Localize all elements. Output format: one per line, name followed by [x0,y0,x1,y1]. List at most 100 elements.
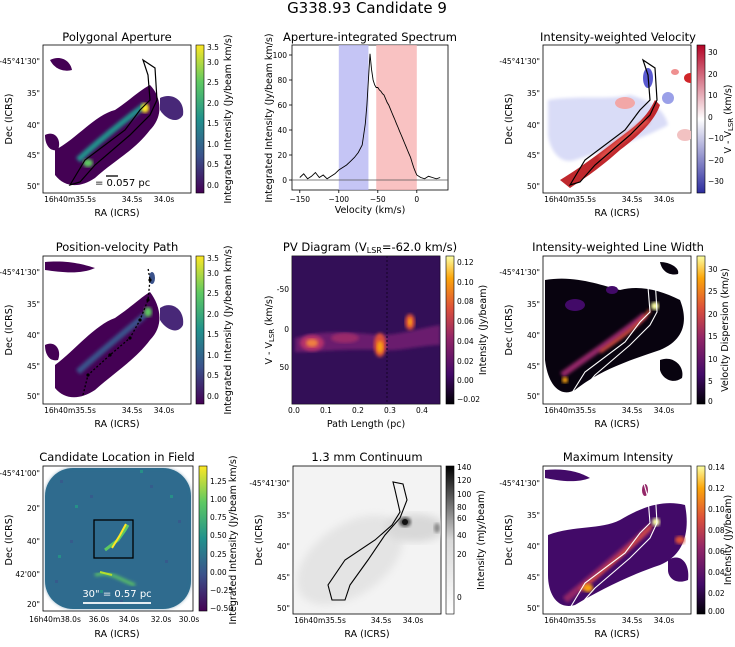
y-ticks: -45°41'30" 35" 40" 45" 50" [0,268,40,401]
y-ticks: -50 0 50 [277,285,289,372]
y-ticks: 0 20 40 60 80 100 [273,51,292,185]
y-tick-label: 35" [527,300,540,309]
x-tick-label: 30.0s [179,615,200,624]
x-tick-label: 32.0s [151,615,172,624]
colorbar-label: Velocity Dispersion (km/s) [720,268,731,392]
x-tick-label: 0.0 [288,406,300,415]
y-tick-label: 0 [282,176,287,185]
panel-title: Intensity-weighted Line Width [532,240,704,254]
cbar-tick-label: −0.50 [210,604,233,613]
cbar-tick-label: 40 [457,531,467,540]
panel-pv-diagram: PV Diagram (VLSR=-62.0 km/s) -50 0 50 0.… [264,240,489,430]
cbar-tick-label: 0.06 [708,547,725,556]
colorbar [696,465,706,615]
colorbar-ticks: 0.0 0.5 1.0 1.5 2.0 2.5 3.0 3.5 [207,43,219,190]
cbar-tick-label: −10 [708,134,724,143]
cbar-tick-label: 100 [457,490,472,499]
x-tick-label: 34.5s [122,406,143,415]
cbar-tick-label: 15 [708,332,718,341]
cbar-tick-label: 0.10 [708,505,725,514]
y-tick-label: 100 [273,51,288,60]
y-tick-label: 80 [277,76,287,85]
x-axis-label: RA (ICRS) [344,629,389,640]
y-tick-label: 35" [27,89,40,98]
y-tick-label: 40" [27,331,40,340]
y-tick-label: 50" [527,392,540,401]
cbar-tick-label: 3.5 [207,43,219,52]
cbar-tick-label: 0.50 [210,531,227,540]
panel-line-width: Intensity-weighted Line Width -45°41'30"… [499,240,731,430]
velocity-bands [338,45,417,190]
y-axis-label: Dec (ICRS) [4,305,15,356]
cbar-tick-label: 0.04 [708,568,725,577]
cbar-tick-label: 0.10 [457,278,474,287]
colorbar-ticks: 0.14 0.12 0.10 0.08 0.06 0.04 0.02 0.00 [708,463,725,616]
cbar-tick-label: 0.14 [708,463,725,472]
y-tick-label: 35" [527,511,540,520]
max-intensity-map [545,469,689,609]
y-axis-label: Dec (ICRS) [4,94,15,145]
cbar-tick-label: 1.00 [210,495,227,504]
x-tick-label: 16h40m35.5s [294,616,346,625]
panel-velocity: Intensity-weighted Velocity -45°41'30" 3… [499,30,735,219]
y-tick-label: -45°41'30" [499,268,540,277]
cbar-tick-label: 0.5 [207,160,219,169]
y-tick-label: 45" [527,573,540,582]
cbar-tick-label: 20 [708,70,718,79]
x-tick-label: 34.0s [654,195,675,204]
y-tick-label: -45°41'00" [0,469,40,478]
x-ticks: 16h40m35.5s 34.5s 34.0s [44,406,174,415]
panel-title: Aperture-integrated Spectrum [283,30,457,44]
plot-area [291,44,449,191]
x-tick-label: 36.0s [89,615,110,624]
x-axis-label: RA (ICRS) [94,629,139,640]
cbar-tick-label: 0.04 [457,337,474,346]
y-tick-label: 40" [527,331,540,340]
y-tick-label: 40" [527,542,540,551]
y-tick-label: 40 [277,126,287,135]
x-axis-label: RA (ICRS) [94,208,139,219]
cbar-tick-label: 80 [457,503,467,512]
colorbar-label: Integrated Intensity (Jy/beam km/s) [223,34,234,203]
colorbar [696,255,706,405]
x-tick-label: 0.2 [352,406,364,415]
y-tick-label: 42'00" [15,570,40,579]
x-tick-label: 34.5s [622,195,643,204]
cbar-tick-label: 2.5 [207,289,219,298]
y-axis-label: V - VLSR (km/s) [264,295,276,364]
y-axis-label: Dec (ICRS) [504,305,515,356]
y-tick-label: -45°41'30" [0,268,40,277]
x-ticks: 16h40m35.5s 34.5s 34.0s [44,195,174,204]
cbar-tick-label: 0.0 [207,181,219,190]
dispersion-map [545,262,684,397]
cbar-tick-label: 2.0 [207,310,219,319]
x-tick-label: 34.0s [119,615,140,624]
y-tick-label: 20 [277,151,287,160]
y-tick-label: 40" [277,542,290,551]
cbar-tick-label: 1.0 [207,351,219,360]
x-ticks: 16h40m35.5s 34.5s 34.0s [544,195,674,204]
cbar-tick-label: 1.0 [207,140,219,149]
cbar-tick-label: 0 [708,113,713,122]
colorbar [696,44,706,194]
figure-title: G338.93 Candidate 9 [287,0,447,17]
panel-title: PV Diagram (VLSR=-62.0 km/s) [283,240,457,255]
cbar-tick-label: 0.06 [457,317,474,326]
panel-title: Polygonal Aperture [62,30,171,44]
x-tick-label: −150 [289,195,310,204]
colorbar-label: Intensity (mJy/beam) [476,490,487,590]
y-tick-label: -45°41'30" [0,57,40,66]
colorbar-ticks: 0.0 0.5 1.0 1.5 2.0 2.5 3.0 3.5 [207,254,219,401]
cbar-tick-label: 2.0 [207,99,219,108]
cbar-tick-label: −0.02 [457,395,480,404]
panel-title: Position-velocity Path [56,240,178,254]
spectrum-line [299,53,441,180]
colorbar-label: Integrated Intensity (Jy/beam km/s) [228,455,239,624]
x-tick-label: 0 [414,195,419,204]
x-ticks: 0.0 0.1 0.2 0.3 0.4 [288,406,428,415]
colorbar-label: V - VLSR (km/s) [723,84,735,153]
y-tick-label: 60 [277,101,287,110]
y-tick-label: 45" [277,573,290,582]
x-axis-label: Path Length (pc) [327,419,405,430]
